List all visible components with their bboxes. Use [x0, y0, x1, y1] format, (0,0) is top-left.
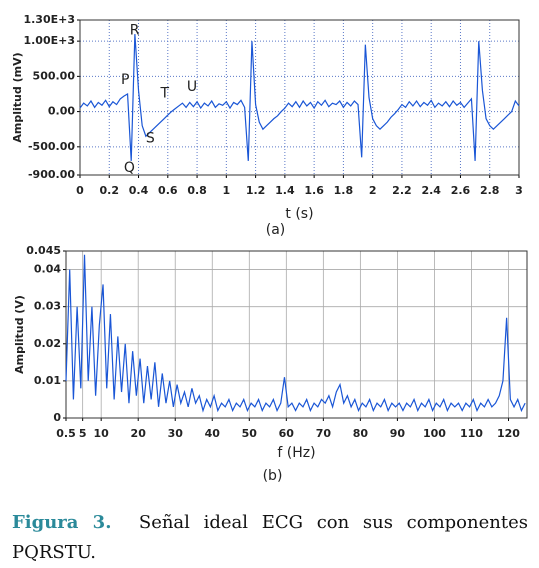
x-tick-label: 2.4 [421, 184, 441, 197]
x-tick-label: 90 [390, 427, 406, 440]
subfigure-label: (a) [266, 222, 286, 238]
y-tick-label: 0.01 [34, 374, 61, 387]
caption-label: Figura 3. [12, 512, 112, 533]
x-tick-label: 2.6 [451, 184, 471, 197]
x-tick-label: 100 [423, 427, 446, 440]
x-axis-label: f (Hz) [277, 445, 315, 461]
x-tick-label: 20 [131, 427, 147, 440]
annotation: P [121, 72, 129, 88]
x-tick-label: 1.6 [304, 184, 324, 197]
x-tick-label: 2 [369, 184, 377, 197]
y-tick-label: 1.00E+3 [23, 34, 75, 47]
y-tick-label: -900.00 [28, 168, 75, 181]
signal-line [79, 34, 520, 161]
y-tick-label: -500.00 [28, 140, 75, 153]
caption-text: Señal ideal ECG con sus componentes PQRS… [12, 512, 528, 563]
x-tick-label: 1.8 [334, 184, 354, 197]
y-tick-label: 1.30E+3 [23, 13, 75, 26]
annotation: R [130, 23, 140, 39]
x-tick-label: 0.6 [158, 184, 178, 197]
x-tick-label: 1 [223, 184, 231, 197]
x-tick-label: 0 [76, 184, 84, 197]
y-axis-label: Amplitud (V) [13, 295, 26, 374]
y-tick-label: 0.00 [48, 105, 75, 118]
x-tick-label: 2.8 [480, 184, 500, 197]
y-tick-label: 0.045 [26, 244, 61, 257]
x-tick-label: 0.2 [100, 184, 120, 197]
plot-frame [79, 19, 520, 176]
figure: -900.00 -500.00 0.00 500.00 1.00E+3 1.30E+3 0 0… [11, 13, 528, 484]
x-tick-label: 5 [79, 427, 87, 440]
annotation: T [159, 85, 169, 101]
x-tick-label: 40 [205, 427, 221, 440]
x-tick-label: 110 [460, 427, 483, 440]
subfigure-label: (b) [263, 468, 283, 484]
y-axis-label: Amplitud (mV) [11, 52, 24, 142]
x-tick-label: 1.2 [246, 184, 266, 197]
x-tick-label: 10 [94, 427, 110, 440]
x-tick-label: 30 [168, 427, 184, 440]
x-tick-label: 2.2 [392, 184, 412, 197]
x-tick-label: 120 [497, 427, 520, 440]
y-tick-label: 0.02 [34, 337, 61, 350]
plot-frame [65, 250, 528, 419]
x-tick-label: 0.5 [56, 427, 76, 440]
annotation: Q [124, 160, 135, 176]
x-tick-label: 50 [242, 427, 258, 440]
x-axis-label: t (s) [285, 206, 313, 222]
caption: Figura 3. Señal ideal ECG con sus compon… [12, 508, 528, 568]
x-tick-label: 1.4 [275, 184, 295, 197]
y-tick-label: 0.04 [34, 263, 61, 276]
x-tick-label: 80 [353, 427, 369, 440]
y-tick-label: 0 [53, 411, 61, 424]
annotation: U [187, 79, 197, 95]
x-tick-label: 70 [316, 427, 332, 440]
x-tick-label: 0.4 [129, 184, 149, 197]
x-tick-label: 3 [515, 184, 523, 197]
x-tick-label: 60 [279, 427, 295, 440]
y-tick-label: 0.03 [34, 300, 61, 313]
annotation: S [146, 130, 155, 146]
y-tick-label: 500.00 [33, 69, 76, 82]
x-tick-label: 0.8 [187, 184, 207, 197]
signal-line [65, 254, 526, 413]
